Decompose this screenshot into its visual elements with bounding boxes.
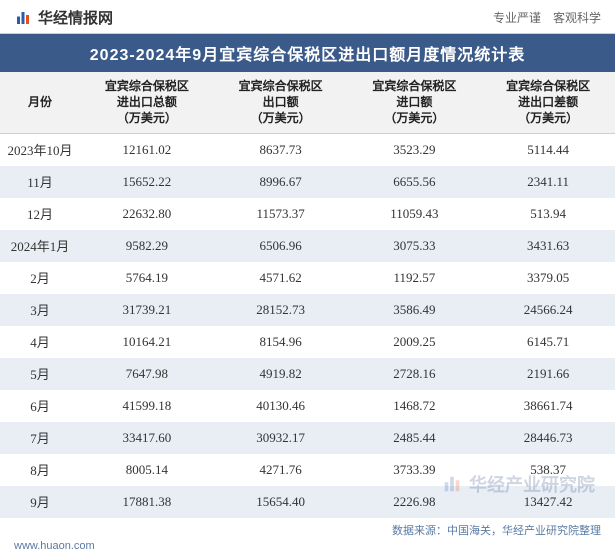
cell-import: 3733.39 [348, 454, 482, 486]
cell-total: 12161.02 [80, 133, 214, 166]
cell-import: 6655.56 [348, 166, 482, 198]
table-row: 8月8005.144271.763733.39538.37 [0, 454, 615, 486]
cell-total: 41599.18 [80, 390, 214, 422]
cell-export: 4571.62 [214, 262, 348, 294]
cell-export: 28152.73 [214, 294, 348, 326]
cell-import: 2226.98 [348, 486, 482, 518]
table-row: 12月22632.8011573.3711059.43513.94 [0, 198, 615, 230]
logo-group: 华经情报网 [14, 7, 113, 28]
cell-diff: 538.37 [481, 454, 615, 486]
cell-diff: 513.94 [481, 198, 615, 230]
cell-total: 17881.38 [80, 486, 214, 518]
cell-month: 12月 [0, 198, 80, 230]
col-month: 月份 [0, 72, 80, 133]
cell-import: 2728.16 [348, 358, 482, 390]
footer-url: www.huaon.com [0, 538, 615, 552]
cell-total: 5764.19 [80, 262, 214, 294]
table-header-row: 月份 宜宾综合保税区 进出口总额 （万美元） 宜宾综合保税区 出口额 （万美元）… [0, 72, 615, 133]
cell-export: 15654.40 [214, 486, 348, 518]
cell-month: 8月 [0, 454, 80, 486]
col-diff: 宜宾综合保税区 进出口差额 （万美元） [481, 72, 615, 133]
table-row: 6月41599.1840130.461468.7238661.74 [0, 390, 615, 422]
cell-diff: 5114.44 [481, 133, 615, 166]
cell-total: 33417.60 [80, 422, 214, 454]
cell-month: 7月 [0, 422, 80, 454]
table-row: 9月17881.3815654.402226.9813427.42 [0, 486, 615, 518]
table-row: 2023年10月12161.028637.733523.295114.44 [0, 133, 615, 166]
cell-total: 22632.80 [80, 198, 214, 230]
cell-import: 3586.49 [348, 294, 482, 326]
cell-export: 11573.37 [214, 198, 348, 230]
cell-import: 11059.43 [348, 198, 482, 230]
table-row: 2月5764.194571.621192.573379.05 [0, 262, 615, 294]
cell-export: 8637.73 [214, 133, 348, 166]
logo-icon [14, 9, 32, 27]
cell-import: 1192.57 [348, 262, 482, 294]
table-title: 2023-2024年9月宜宾综合保税区进出口额月度情况统计表 [0, 34, 615, 72]
cell-diff: 2341.11 [481, 166, 615, 198]
cell-total: 15652.22 [80, 166, 214, 198]
cell-import: 2485.44 [348, 422, 482, 454]
col-import: 宜宾综合保税区 进口额 （万美元） [348, 72, 482, 133]
cell-month: 2月 [0, 262, 80, 294]
col-total: 宜宾综合保税区 进出口总额 （万美元） [80, 72, 214, 133]
tagline: 专业严谨 客观科学 [493, 9, 601, 26]
table-row: 7月33417.6030932.172485.4428446.73 [0, 422, 615, 454]
cell-month: 4月 [0, 326, 80, 358]
cell-diff: 2191.66 [481, 358, 615, 390]
cell-diff: 3379.05 [481, 262, 615, 294]
cell-import: 3523.29 [348, 133, 482, 166]
col-export: 宜宾综合保税区 出口额 （万美元） [214, 72, 348, 133]
cell-export: 40130.46 [214, 390, 348, 422]
data-source: 数据来源：中国海关，华经产业研究院整理 [0, 518, 615, 538]
table-row: 2024年1月9582.296506.963075.333431.63 [0, 230, 615, 262]
cell-diff: 38661.74 [481, 390, 615, 422]
table-row: 3月31739.2128152.733586.4924566.24 [0, 294, 615, 326]
cell-import: 3075.33 [348, 230, 482, 262]
cell-export: 4271.76 [214, 454, 348, 486]
cell-total: 8005.14 [80, 454, 214, 486]
cell-month: 2024年1月 [0, 230, 80, 262]
cell-diff: 13427.42 [481, 486, 615, 518]
cell-diff: 3431.63 [481, 230, 615, 262]
cell-month: 11月 [0, 166, 80, 198]
table-row: 4月10164.218154.962009.256145.71 [0, 326, 615, 358]
cell-month: 3月 [0, 294, 80, 326]
cell-month: 6月 [0, 390, 80, 422]
cell-month: 5月 [0, 358, 80, 390]
cell-export: 8996.67 [214, 166, 348, 198]
cell-diff: 28446.73 [481, 422, 615, 454]
cell-export: 6506.96 [214, 230, 348, 262]
table-row: 11月15652.228996.676655.562341.11 [0, 166, 615, 198]
data-table: 月份 宜宾综合保税区 进出口总额 （万美元） 宜宾综合保税区 出口额 （万美元）… [0, 72, 615, 518]
cell-total: 10164.21 [80, 326, 214, 358]
cell-import: 1468.72 [348, 390, 482, 422]
header-bar: 华经情报网 专业严谨 客观科学 [0, 0, 615, 34]
cell-import: 2009.25 [348, 326, 482, 358]
cell-month: 9月 [0, 486, 80, 518]
cell-diff: 24566.24 [481, 294, 615, 326]
logo-text: 华经情报网 [38, 7, 113, 28]
table-row: 5月7647.984919.822728.162191.66 [0, 358, 615, 390]
cell-diff: 6145.71 [481, 326, 615, 358]
cell-export: 8154.96 [214, 326, 348, 358]
cell-total: 7647.98 [80, 358, 214, 390]
cell-month: 2023年10月 [0, 133, 80, 166]
cell-total: 9582.29 [80, 230, 214, 262]
cell-total: 31739.21 [80, 294, 214, 326]
cell-export: 30932.17 [214, 422, 348, 454]
cell-export: 4919.82 [214, 358, 348, 390]
